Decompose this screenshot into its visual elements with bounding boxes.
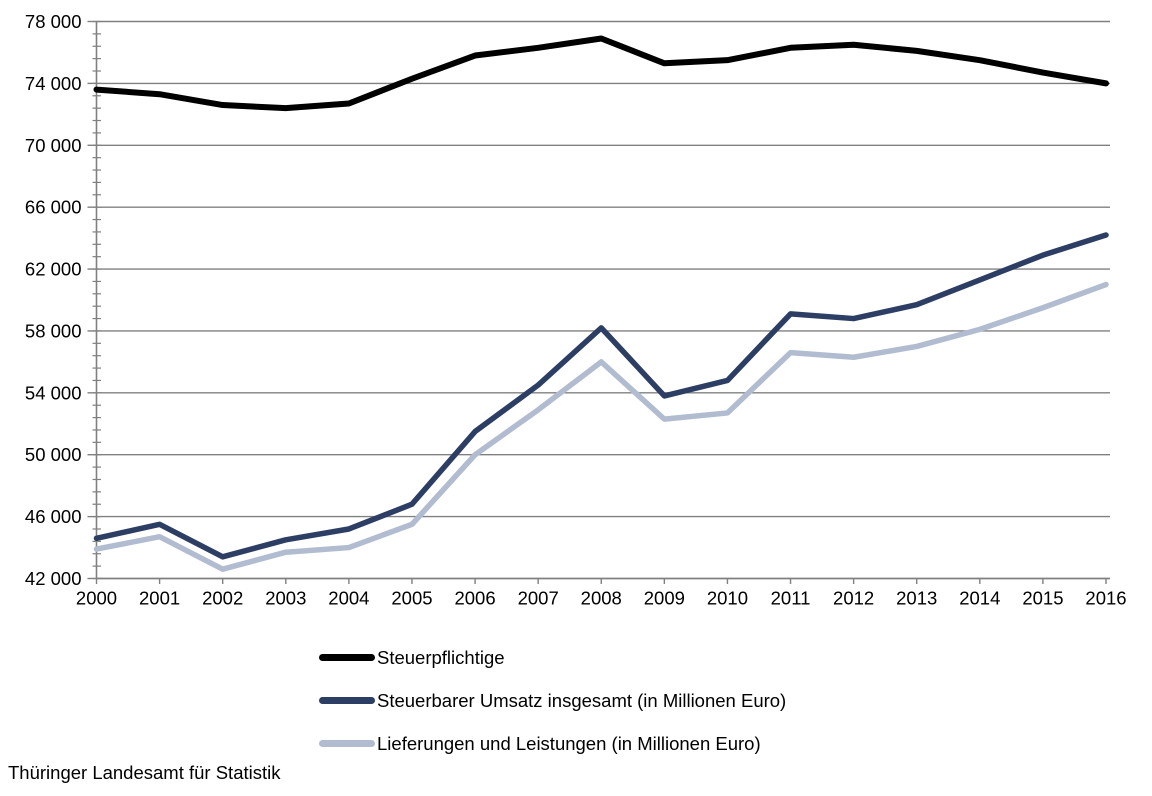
svg-text:2003: 2003 [265,588,306,609]
svg-text:54 000: 54 000 [25,382,82,403]
svg-text:2002: 2002 [202,588,243,609]
svg-text:2014: 2014 [959,588,1000,609]
svg-text:46 000: 46 000 [25,506,82,527]
svg-text:2001: 2001 [139,588,180,609]
legend-item-lieferungen-leistungen: Lieferungen und Leistungen (in Millionen… [319,722,786,765]
legend-swatch-lightblue-line [319,740,375,747]
legend-swatch-darkblue-line [319,697,375,704]
legend-item-steuerpflichtige: Steuerpflichtige [319,636,786,679]
legend-label: Lieferungen und Leistungen (in Millionen… [377,732,761,754]
svg-text:2009: 2009 [644,588,685,609]
svg-text:66 000: 66 000 [25,197,82,218]
svg-text:2008: 2008 [581,588,622,609]
svg-text:50 000: 50 000 [25,444,82,465]
svg-text:2016: 2016 [1085,588,1126,609]
legend-label: Steuerpflichtige [377,646,505,668]
svg-text:62 000: 62 000 [25,259,82,280]
svg-text:74 000: 74 000 [25,73,82,94]
chart-legend: Steuerpflichtige Steuerbarer Umsatz insg… [319,636,786,765]
svg-text:2005: 2005 [391,588,432,609]
svg-text:2015: 2015 [1022,588,1063,609]
legend-label: Steuerbarer Umsatz insgesamt (in Million… [377,689,787,711]
svg-text:58 000: 58 000 [25,320,82,341]
svg-text:70 000: 70 000 [25,135,82,156]
svg-text:2007: 2007 [518,588,559,609]
legend-item-steuerbarer-umsatz: Steuerbarer Umsatz insgesamt (in Million… [319,679,786,722]
svg-text:2013: 2013 [896,588,937,609]
svg-text:2010: 2010 [707,588,748,609]
svg-text:2011: 2011 [771,588,811,609]
line-chart-svg: 42 000 46 000 50 000 54 000 58 000 62 000 66 0… [25,11,1127,609]
svg-text:78 000: 78 000 [25,11,82,32]
svg-text:2012: 2012 [833,588,874,609]
legend-swatch-black-line [319,654,375,661]
source-caption: Thüringer Landesamt für Statistik [8,762,281,783]
svg-text:2000: 2000 [76,588,117,609]
svg-text:42 000: 42 000 [25,568,82,589]
svg-text:2004: 2004 [328,588,369,609]
svg-text:2006: 2006 [454,588,495,609]
